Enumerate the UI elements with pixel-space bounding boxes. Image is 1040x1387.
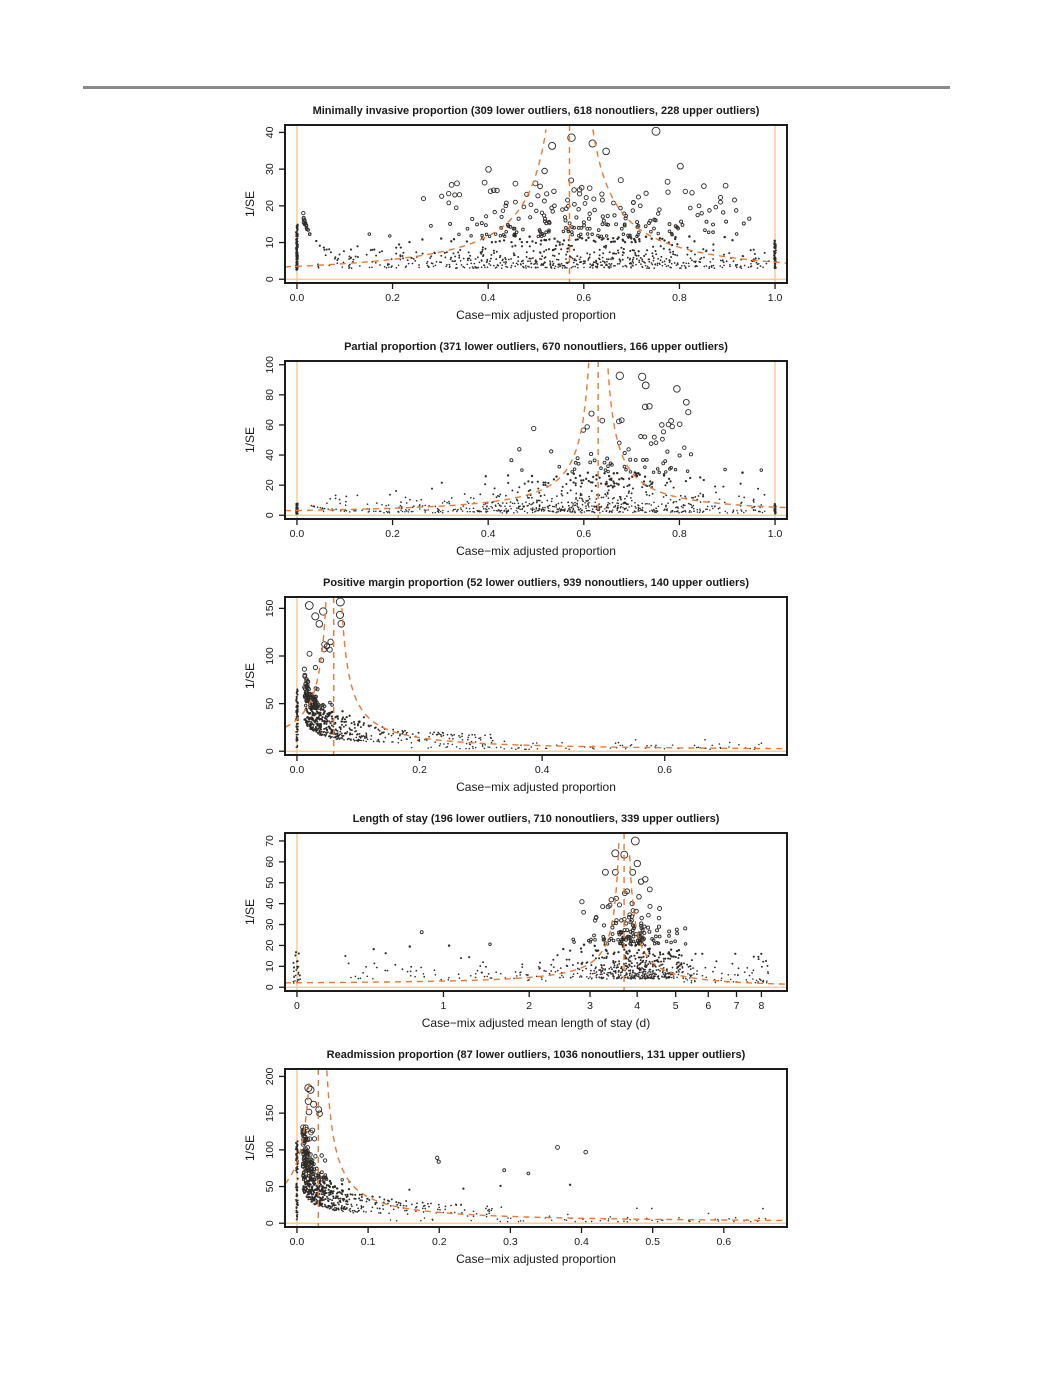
x-axis-label: Case−mix adjusted proportion [456, 544, 616, 558]
svg-text:1: 1 [441, 1000, 447, 1012]
svg-text:0.8: 0.8 [672, 292, 687, 304]
x-axis-label: Case−mix adjusted proportion [456, 308, 616, 322]
svg-text:20: 20 [264, 200, 276, 212]
svg-text:60: 60 [264, 856, 276, 868]
svg-text:0: 0 [264, 276, 276, 282]
plot-title: Positive margin proportion (52 lower out… [322, 577, 750, 589]
svg-text:7: 7 [734, 1000, 740, 1012]
plot-title: Partial proportion (371 lower outliers, … [344, 341, 728, 353]
svg-text:60: 60 [264, 419, 276, 431]
svg-text:0: 0 [264, 1220, 276, 1226]
svg-text:50: 50 [264, 698, 276, 710]
svg-text:0.0: 0.0 [290, 1236, 305, 1248]
x-axis-label: Case−mix adjusted mean length of stay (d… [421, 1016, 651, 1030]
plot-canvas-partial-proportion: 0.0 0.2 0.4 0.6 0.8 1.0 0 20 40 60 80 100 [264, 356, 788, 540]
svg-text:20: 20 [264, 479, 276, 491]
svg-text:0.2: 0.2 [412, 764, 427, 776]
svg-text:2: 2 [526, 1000, 532, 1012]
funnel-plot-panel-readmission: Readmission proportion (87 lower outlier… [230, 1049, 805, 1285]
x-axis-label: Case−mix adjusted proportion [456, 780, 616, 794]
svg-text:0.6: 0.6 [577, 528, 592, 540]
svg-text:1.0: 1.0 [768, 528, 783, 540]
x-axis-label: Case−mix adjusted proportion [456, 1252, 616, 1266]
svg-text:0: 0 [264, 748, 276, 754]
svg-text:0.0: 0.0 [290, 292, 305, 304]
svg-text:30: 30 [264, 919, 276, 931]
funnel-plot-panel-positive-margin: Positive margin proportion (52 lower out… [230, 577, 805, 813]
svg-text:0.0: 0.0 [290, 528, 305, 540]
svg-text:4: 4 [634, 1000, 640, 1012]
funnel-plot-panel-partial-proportion: Partial proportion (371 lower outliers, … [230, 341, 805, 577]
svg-text:20: 20 [264, 939, 276, 951]
svg-text:100: 100 [264, 647, 276, 665]
svg-text:0.4: 0.4 [535, 764, 550, 776]
plot-title: Length of stay (196 lower outliers, 710 … [352, 813, 720, 825]
plot-canvas-minimally-invasive: 0.0 0.2 0.4 0.6 0.8 1.0 0 10 20 30 40 [264, 124, 788, 304]
svg-text:50: 50 [264, 877, 276, 889]
header-divider-line [83, 86, 950, 89]
svg-text:40: 40 [264, 449, 276, 461]
svg-text:0.0: 0.0 [290, 764, 305, 776]
svg-text:200: 200 [264, 1068, 276, 1086]
svg-text:40: 40 [264, 126, 276, 138]
svg-text:0.6: 0.6 [577, 292, 592, 304]
plot-title: Minimally invasive proportion (309 lower… [312, 105, 760, 117]
svg-text:0.1: 0.1 [361, 1236, 376, 1248]
svg-text:150: 150 [264, 599, 276, 617]
svg-text:0.6: 0.6 [657, 764, 672, 776]
svg-text:3: 3 [587, 1000, 593, 1012]
svg-text:0: 0 [264, 512, 276, 518]
svg-text:0.8: 0.8 [672, 528, 687, 540]
svg-text:0: 0 [264, 984, 276, 990]
svg-text:6: 6 [705, 1000, 711, 1012]
svg-text:10: 10 [264, 960, 276, 972]
svg-text:50: 50 [264, 1181, 276, 1193]
svg-text:0.5: 0.5 [645, 1236, 660, 1248]
svg-text:0.2: 0.2 [385, 292, 400, 304]
funnel-plot-panel-length-of-stay: Length of stay (196 lower outliers, 710 … [230, 813, 805, 1049]
svg-text:100: 100 [264, 356, 276, 374]
svg-text:1.0: 1.0 [768, 292, 783, 304]
svg-text:0.4: 0.4 [481, 292, 496, 304]
plot-canvas-readmission: 0.0 0.1 0.2 0.3 0.4 0.5 0.6 0 50 100 150 200 [264, 1068, 788, 1248]
svg-text:0.2: 0.2 [432, 1236, 447, 1248]
svg-text:0.3: 0.3 [503, 1236, 518, 1248]
plot-canvas-length-of-stay: 0 1 2 3 4 5 6 7 8 0 10 20 30 40 50 60 70 [264, 832, 788, 1012]
svg-text:150: 150 [264, 1104, 276, 1122]
svg-text:0.6: 0.6 [717, 1236, 732, 1248]
svg-text:10: 10 [264, 237, 276, 249]
svg-text:80: 80 [264, 389, 276, 401]
svg-text:8: 8 [758, 1000, 764, 1012]
svg-text:100: 100 [264, 1141, 276, 1159]
funnel-plot-panel-minimally-invasive: Minimally invasive proportion (309 lower… [230, 105, 805, 341]
plot-title: Readmission proportion (87 lower outlier… [326, 1049, 746, 1061]
plot-canvas-positive-margin: 0.0 0.2 0.4 0.6 0 50 100 150 [264, 596, 788, 776]
svg-text:5: 5 [673, 1000, 679, 1012]
svg-text:0: 0 [294, 1000, 300, 1012]
svg-text:30: 30 [264, 163, 276, 175]
svg-text:0.4: 0.4 [574, 1236, 589, 1248]
svg-text:0.2: 0.2 [385, 528, 400, 540]
svg-text:0.4: 0.4 [481, 528, 496, 540]
svg-text:70: 70 [264, 835, 276, 847]
svg-text:40: 40 [264, 898, 276, 910]
